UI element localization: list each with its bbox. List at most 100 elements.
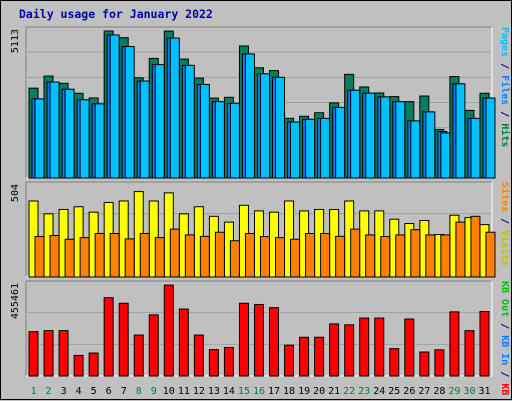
bar-sites-day-14 bbox=[229, 240, 240, 278]
bar-pages-day-2 bbox=[49, 81, 60, 179]
bar-pages-day-3 bbox=[64, 88, 75, 179]
bar-pages-day-13 bbox=[214, 101, 225, 179]
bar-pages-day-1 bbox=[34, 98, 45, 179]
bar-kb-f-day-14 bbox=[223, 346, 234, 377]
side-label-segment: KB In bbox=[499, 335, 510, 365]
x-tick-label: 26 bbox=[403, 386, 415, 397]
bar-sites-day-21 bbox=[335, 235, 346, 278]
x-tick-label: 18 bbox=[283, 386, 295, 397]
side-label-segment: / bbox=[499, 212, 510, 230]
side-label-segment: Pages bbox=[499, 27, 510, 57]
side-label-segment: KB Out bbox=[499, 281, 510, 317]
x-tick-label: 24 bbox=[373, 386, 385, 397]
bar-pages-day-27 bbox=[425, 111, 436, 179]
bar-pages-day-16 bbox=[259, 73, 270, 179]
side-label-segment: / bbox=[499, 57, 510, 75]
bar-kb-f-day-7 bbox=[118, 302, 129, 377]
x-tick-label: 17 bbox=[268, 386, 280, 397]
bar-sites-day-29 bbox=[455, 221, 466, 278]
x-tick-label: 15 bbox=[238, 386, 250, 397]
bar-sites-day-22 bbox=[350, 228, 361, 278]
bar-sites-day-2 bbox=[49, 234, 60, 278]
bar-kb-f-day-16 bbox=[253, 303, 264, 377]
bar-kb-f-day-12 bbox=[193, 334, 204, 377]
side-label-bot: KB Out / KB In / KB F bbox=[499, 281, 510, 401]
bar-kb-f-day-5 bbox=[88, 352, 99, 377]
bar-pages-day-8 bbox=[139, 80, 150, 179]
bar-pages-day-11 bbox=[184, 64, 195, 179]
bar-kb-f-day-30 bbox=[464, 330, 475, 377]
bar-kb-f-day-25 bbox=[389, 348, 400, 377]
bar-kb-f-day-11 bbox=[178, 308, 189, 377]
bar-kb-f-day-1 bbox=[28, 331, 39, 377]
bar-kb-f-day-23 bbox=[359, 317, 370, 377]
bar-kb-f-day-15 bbox=[238, 302, 249, 377]
bar-pages-day-5 bbox=[94, 103, 105, 179]
bar-sites-day-27 bbox=[425, 234, 436, 278]
bar-sites-day-3 bbox=[64, 238, 75, 278]
bar-sites-day-11 bbox=[184, 234, 195, 278]
x-tick-label: 1 bbox=[31, 386, 37, 397]
bar-pages-day-30 bbox=[470, 117, 481, 179]
x-tick-label: 4 bbox=[76, 386, 82, 397]
x-tick-label: 23 bbox=[358, 386, 370, 397]
bar-pages-day-31 bbox=[485, 97, 496, 179]
bar-sites-day-26 bbox=[410, 229, 421, 278]
bar-pages-day-17 bbox=[275, 76, 286, 179]
x-tick-label: 31 bbox=[478, 386, 490, 397]
bar-pages-day-22 bbox=[350, 89, 361, 179]
x-tick-label: 5 bbox=[91, 386, 97, 397]
bar-sites-day-28 bbox=[440, 234, 451, 278]
x-tick-label: 6 bbox=[106, 386, 112, 397]
x-tick-label: 9 bbox=[151, 386, 157, 397]
bar-kb-f-day-4 bbox=[73, 354, 84, 377]
bar-kb-f-day-19 bbox=[299, 336, 310, 377]
bar-sites-day-16 bbox=[259, 236, 270, 278]
side-label-segment: Visits bbox=[499, 230, 511, 266]
bar-pages-day-15 bbox=[244, 53, 255, 179]
bar-pages-day-21 bbox=[335, 106, 346, 179]
bar-kb-f-day-2 bbox=[43, 330, 54, 377]
bar-kb-f-day-22 bbox=[344, 324, 355, 377]
bar-sites-day-4 bbox=[79, 237, 90, 278]
ymax-label-top: 5113 bbox=[10, 29, 21, 53]
bar-pages-day-23 bbox=[365, 92, 376, 179]
bar-pages-day-26 bbox=[410, 120, 421, 179]
bar-pages-day-9 bbox=[154, 64, 165, 179]
ymax-label-bot: 455461 bbox=[10, 283, 21, 319]
side-label-segment: Sites bbox=[499, 182, 511, 212]
bar-pages-day-7 bbox=[124, 46, 135, 179]
bar-kb-f-day-29 bbox=[449, 311, 460, 377]
bar-kb-f-day-6 bbox=[103, 297, 114, 377]
x-tick-label: 29 bbox=[448, 386, 460, 397]
bar-sites-day-6 bbox=[109, 232, 120, 278]
bar-sites-day-15 bbox=[244, 232, 255, 278]
x-tick-label: 10 bbox=[163, 386, 175, 397]
bar-sites-day-8 bbox=[139, 232, 150, 278]
bar-kb-f-day-20 bbox=[314, 336, 325, 377]
side-label-segment: / bbox=[499, 105, 510, 123]
x-tick-label: 19 bbox=[298, 386, 310, 397]
bar-pages-day-25 bbox=[395, 101, 406, 179]
bar-sites-day-23 bbox=[365, 234, 376, 278]
x-tick-label: 14 bbox=[223, 386, 235, 397]
bar-pages-day-19 bbox=[305, 118, 316, 179]
bar-sites-day-1 bbox=[34, 236, 45, 278]
x-tick-label: 12 bbox=[193, 386, 205, 397]
bar-pages-day-6 bbox=[109, 34, 120, 179]
bar-sites-day-24 bbox=[380, 236, 391, 278]
ymax-label-mid: 504 bbox=[10, 184, 21, 202]
bar-kb-f-day-24 bbox=[374, 317, 385, 377]
bar-pages-day-18 bbox=[290, 121, 301, 179]
bar-kb-f-day-10 bbox=[163, 284, 174, 377]
x-tick-label: 7 bbox=[121, 386, 127, 397]
side-label-top: Pages / Files / Hits bbox=[499, 27, 511, 147]
bar-kb-f-day-26 bbox=[404, 318, 415, 377]
bar-pages-day-20 bbox=[320, 117, 331, 179]
bar-kb-f-day-21 bbox=[329, 323, 340, 377]
side-label-segment: / bbox=[499, 317, 510, 335]
bar-sites-day-25 bbox=[395, 234, 406, 278]
bar-sites-day-13 bbox=[214, 231, 225, 278]
chart-title: Daily usage for January 2022 bbox=[19, 7, 213, 21]
bar-sites-day-30 bbox=[470, 215, 481, 278]
